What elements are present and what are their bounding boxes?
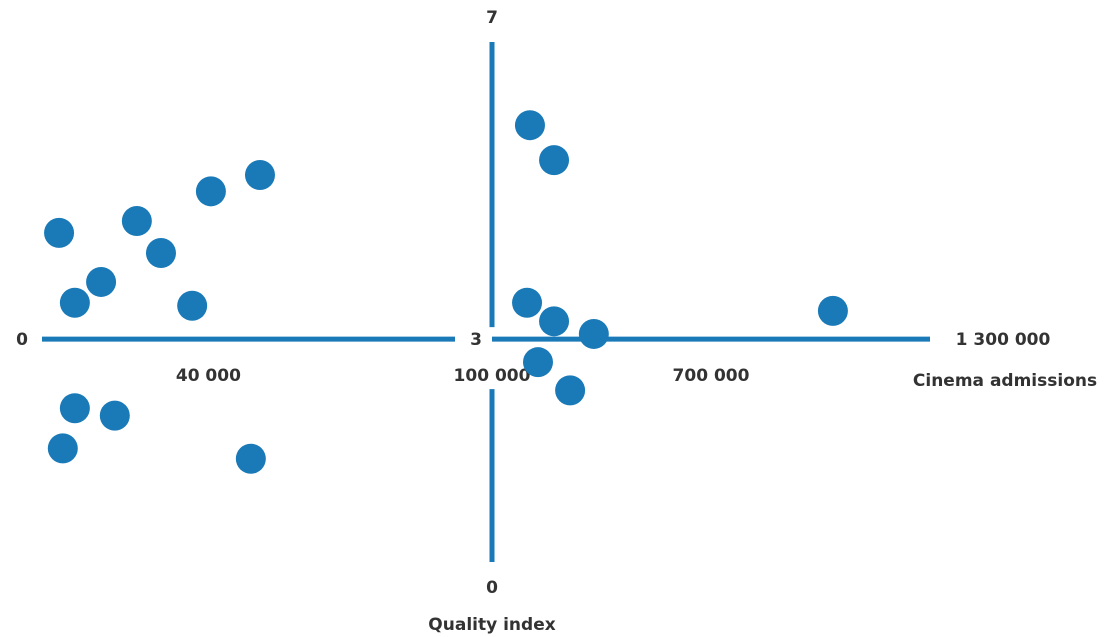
point — [195, 176, 226, 207]
point — [539, 145, 570, 176]
point — [99, 400, 130, 431]
point — [817, 295, 848, 326]
x-tick-label: 100 000 — [454, 366, 531, 386]
point — [177, 290, 208, 321]
point — [44, 217, 75, 248]
y-tick-label: 0 — [486, 578, 498, 598]
x-tick-label: 0 — [16, 330, 28, 350]
point — [59, 287, 90, 318]
point — [86, 266, 117, 297]
point — [244, 159, 275, 190]
point — [121, 206, 152, 237]
point — [522, 347, 553, 378]
point — [145, 237, 176, 268]
point — [59, 393, 90, 424]
point — [578, 318, 609, 349]
x-tick-label: 40 000 — [176, 366, 241, 386]
point — [555, 375, 586, 406]
x-tick-label: 1 300 000 — [956, 330, 1051, 350]
y-axis-label: Quality index — [428, 615, 555, 635]
point — [514, 110, 545, 141]
point — [539, 306, 570, 337]
point — [512, 287, 543, 318]
point — [47, 433, 78, 464]
point — [235, 443, 266, 474]
x-tick-label: 700 000 — [673, 366, 750, 386]
x-axis-label: Cinema admissions — [913, 371, 1097, 391]
y-tick-label: 3 — [470, 330, 482, 350]
y-tick-label: 7 — [486, 8, 498, 28]
